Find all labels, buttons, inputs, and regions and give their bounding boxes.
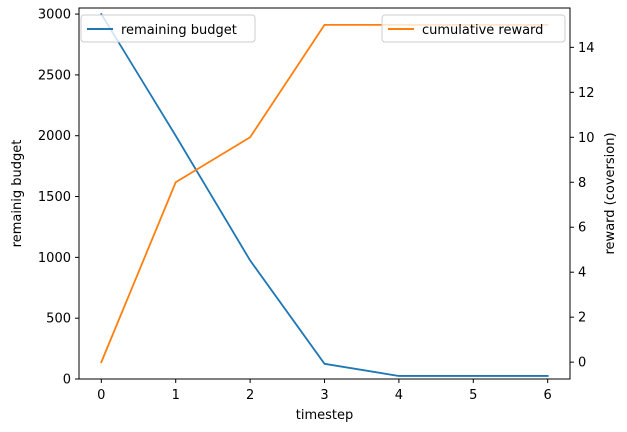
series-line-remaining-budget (100, 12, 549, 377)
x-tick-label: 6 (544, 388, 552, 403)
x-tick-label: 2 (246, 388, 254, 403)
left-tick-label: 3000 (38, 8, 71, 23)
legend-box (80, 14, 256, 43)
legend-box (381, 14, 566, 43)
left-y-axis-label: remainig budget (10, 140, 25, 248)
right-tick-label: 12 (578, 86, 595, 101)
left-tick-label: 0 (63, 373, 71, 388)
x-tick-label: 5 (469, 388, 477, 403)
x-axis-ticks: 0 1 2 3 4 5 6 (97, 379, 552, 403)
plot-series-layer (100, 12, 549, 377)
right-tick-label: 14 (578, 41, 595, 56)
right-tick-label: 10 (578, 131, 595, 146)
right-tick-label: 6 (578, 221, 586, 236)
series-line-cumulative-reward (100, 23, 549, 364)
left-tick-label: 2500 (38, 68, 71, 83)
x-tick-label: 0 (97, 388, 105, 403)
legend-label-remaining-budget: remaining budget (121, 23, 237, 38)
right-y-axis-label: reward (coversion) (603, 132, 618, 254)
right-tick-label: 4 (578, 266, 586, 281)
left-tick-label: 1500 (38, 190, 71, 205)
right-tick-label: 2 (578, 311, 586, 326)
legend-cumulative-reward: cumulative reward (381, 14, 566, 43)
left-y-axis-ticks: 0 500 1000 1500 2000 2500 3000 (38, 8, 79, 388)
right-tick-label: 8 (578, 176, 586, 191)
legend-label-cumulative-reward: cumulative reward (422, 23, 543, 38)
x-tick-label: 1 (172, 388, 180, 403)
x-axis-label: timestep (296, 408, 354, 423)
x-tick-label: 4 (395, 388, 403, 403)
x-tick-label: 3 (320, 388, 328, 403)
left-tick-label: 500 (46, 312, 71, 327)
left-tick-label: 2000 (38, 129, 71, 144)
right-y-axis-ticks: 0 2 4 6 8 10 12 14 (570, 41, 595, 371)
legend-remaining-budget: remaining budget (80, 14, 256, 43)
plot-area-frame (78, 7, 571, 380)
right-tick-label: 0 (578, 356, 586, 371)
left-tick-label: 1000 (38, 251, 71, 266)
